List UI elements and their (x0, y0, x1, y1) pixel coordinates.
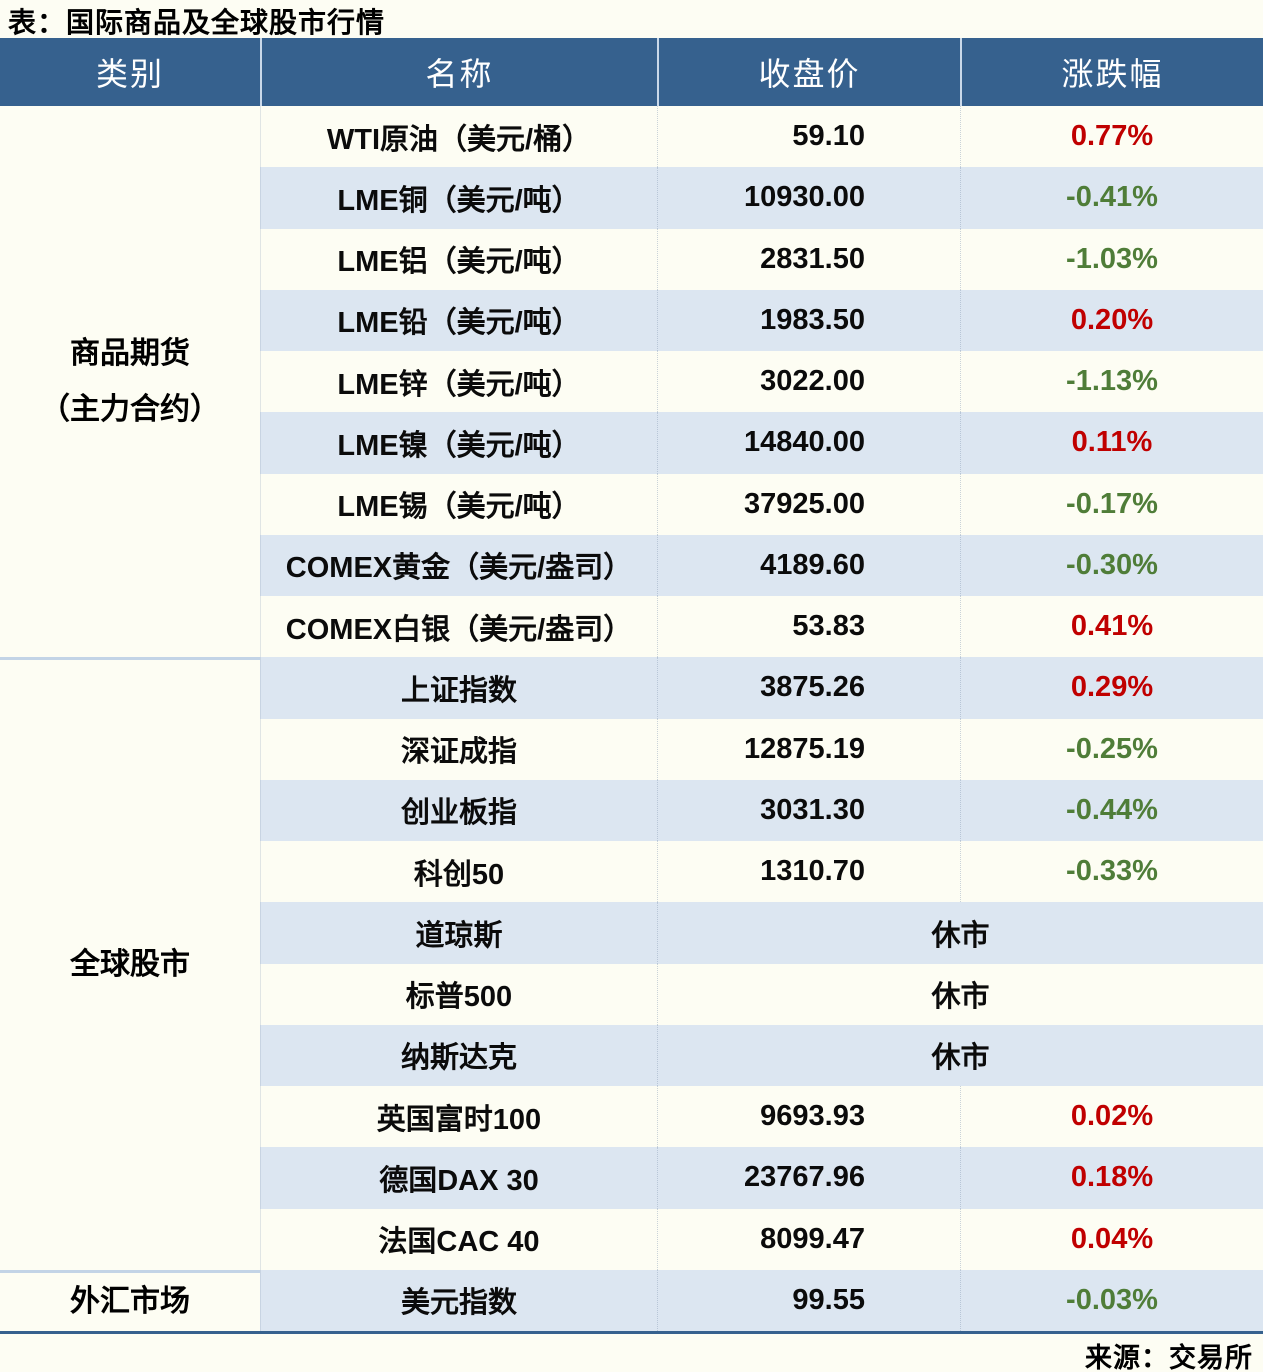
change-cell: -0.44% (960, 779, 1263, 841)
change-cell: 0.20% (960, 289, 1263, 351)
close-price-cell: 59.10 (657, 106, 960, 168)
name-cell: 道琼斯 (260, 902, 657, 964)
category-label-line: （主力合约） (40, 392, 220, 426)
change-cell: 0.18% (960, 1147, 1263, 1209)
change-cell: 0.77% (960, 106, 1263, 168)
name-cell: 科创50 (260, 841, 657, 903)
close-price-cell: 2831.50 (657, 228, 960, 290)
close-price-cell: 8099.47 (657, 1208, 960, 1270)
change-cell: -0.30% (960, 534, 1263, 596)
header-category: 类别 (95, 56, 164, 92)
close-price-cell: 3022.00 (657, 351, 960, 413)
change-cell: 0.41% (960, 596, 1263, 658)
name-cell: 法国CAC 40 (260, 1208, 657, 1270)
name-cell: LME铜（美元/吨） (260, 167, 657, 229)
name-cell: 美元指数 (260, 1269, 657, 1331)
category-label-line: 外汇市场 (70, 1285, 190, 1319)
source-note: 来源：交易所 (1085, 1343, 1253, 1372)
change-cell: -0.25% (960, 718, 1263, 780)
market-table: 类别 名称 收盘价 涨跌幅 商品期货 （主力合约） WTI原油（美元/桶） 59.10… (0, 38, 1263, 1334)
close-price-cell: 14840.00 (657, 412, 960, 474)
name-cell: LME铝（美元/吨） (260, 228, 657, 290)
name-cell: LME锡（美元/吨） (260, 473, 657, 535)
change-cell: 0.02% (960, 1086, 1263, 1148)
table-title: 表：国际商品及全球股市行情 (8, 7, 386, 38)
close-price-cell: 1983.50 (657, 289, 960, 351)
change-cell: -0.41% (960, 167, 1263, 229)
name-cell: LME锌（美元/吨） (260, 351, 657, 413)
name-cell: LME铅（美元/吨） (260, 289, 657, 351)
name-cell: COMEX白银（美元/盎司） (260, 596, 657, 658)
name-cell: 创业板指 (260, 779, 657, 841)
name-cell: 标普500 (260, 963, 657, 1025)
table-body: 商品期货 （主力合约） WTI原油（美元/桶） 59.10 0.77% LME铜（美元/吨… (0, 106, 1263, 1331)
name-cell: 深证成指 (260, 718, 657, 780)
category-label-line: 全球股市 (70, 948, 190, 982)
name-cell: WTI原油（美元/桶） (260, 106, 657, 168)
name-cell: 英国富时100 (260, 1086, 657, 1148)
name-cell: LME镍（美元/吨） (260, 412, 657, 474)
header-name: 名称 (260, 38, 657, 106)
close-price-cell: 37925.00 (657, 473, 960, 535)
close-price-cell: 10930.00 (657, 167, 960, 229)
close-price-cell: 99.55 (657, 1269, 960, 1331)
change-cell: -0.33% (960, 841, 1263, 903)
close-price-cell: 53.83 (657, 596, 960, 658)
header-close-price: 收盘价 (657, 38, 960, 106)
change-cell: -1.13% (960, 351, 1263, 413)
category-cell: 全球股市 (0, 657, 260, 1270)
name-cell: 上证指数 (260, 657, 657, 719)
name-cell: COMEX黄金（美元/盎司） (260, 534, 657, 596)
close-price-cell: 1310.70 (657, 841, 960, 903)
market-closed-cell: 休市 (657, 1024, 1263, 1086)
category-cell: 商品期货 （主力合约） (0, 106, 260, 657)
table-header-row: 类别 名称 收盘价 涨跌幅 (0, 38, 1263, 106)
name-cell: 纳斯达克 (260, 1024, 657, 1086)
name-cell: 德国DAX 30 (260, 1147, 657, 1209)
header-change: 涨跌幅 (960, 38, 1263, 106)
market-closed-cell: 休市 (657, 963, 1263, 1025)
change-cell: 0.04% (960, 1208, 1263, 1270)
close-price-cell: 9693.93 (657, 1086, 960, 1148)
category-cell: 外汇市场 (0, 1269, 260, 1331)
change-cell: 0.11% (960, 412, 1263, 474)
change-cell: -0.17% (960, 473, 1263, 535)
close-price-cell: 3875.26 (657, 657, 960, 719)
change-cell: -1.03% (960, 228, 1263, 290)
change-cell: -0.03% (960, 1269, 1263, 1331)
close-price-cell: 23767.96 (657, 1147, 960, 1209)
close-price-cell: 4189.60 (657, 534, 960, 596)
close-price-cell: 12875.19 (657, 718, 960, 780)
category-label-line: 商品期货 (70, 337, 190, 371)
market-closed-cell: 休市 (657, 902, 1263, 964)
close-price-cell: 3031.30 (657, 779, 960, 841)
change-cell: 0.29% (960, 657, 1263, 719)
